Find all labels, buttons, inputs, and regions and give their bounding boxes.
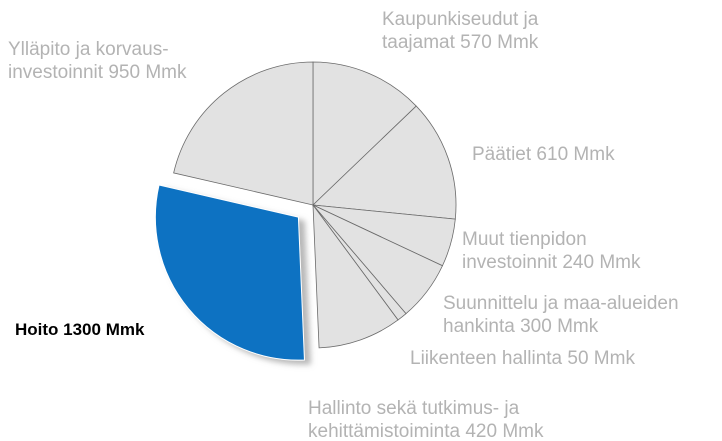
slice-label: Päätiet 610 Mmk bbox=[472, 144, 615, 165]
pie-slice bbox=[154, 184, 305, 361]
slice-label: Liikenteen hallinta 50 Mmk bbox=[410, 348, 635, 369]
pie-slice bbox=[312, 61, 417, 206]
slice-label: Hallinto sekä tutkimus- ja kehittämistoi… bbox=[308, 398, 544, 441]
slice-label: Hoito 1300 Mmk bbox=[15, 320, 145, 339]
pie-slice bbox=[312, 105, 457, 220]
pie-slice bbox=[173, 61, 314, 206]
slice-label: Suunnittelu ja maa-alueiden hankinta 300… bbox=[443, 293, 679, 337]
slice-label: Kaupunkiseudut ja taajamat 570 Mmk bbox=[382, 9, 539, 53]
slice-label: Muut tienpidon investoinnit 240 Mmk bbox=[462, 229, 641, 273]
slice-label: Ylläpito ja korvaus- investoinnit 950 Mm… bbox=[8, 39, 187, 83]
pie-slice bbox=[312, 203, 399, 349]
